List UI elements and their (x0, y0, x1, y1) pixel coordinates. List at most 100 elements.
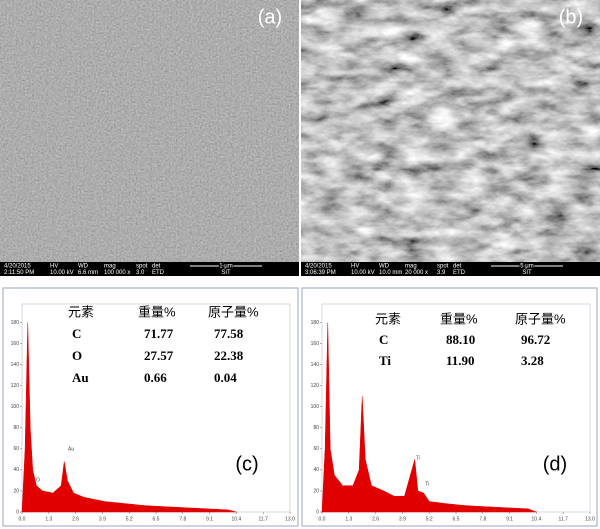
scale-label: 1 μm (219, 264, 232, 270)
spectrum (21, 322, 237, 513)
y-tick-label: 100 (11, 404, 20, 410)
table-header: 原子量% (208, 304, 259, 319)
y-tick-label: 180 (11, 320, 20, 326)
y-tick-label: 60 (313, 446, 319, 452)
x-tick-label: 2.6 (72, 516, 79, 522)
table-cell: 0.66 (144, 370, 167, 385)
info-header: mag (104, 264, 116, 270)
x-tick-label: 6.5 (153, 516, 160, 522)
table-cell: Ti (379, 353, 391, 368)
table-cell: 27.57 (144, 348, 174, 363)
info-org: SIT (522, 270, 532, 276)
table-header: 原子量% (515, 311, 566, 326)
info-value: 20 000 x (405, 270, 428, 276)
info-header: spot (136, 264, 148, 270)
info-bar (0, 262, 299, 276)
info-value: 10.0 mm (379, 270, 402, 276)
x-tick-label: 3.9 (399, 516, 406, 522)
table-cell: O (72, 348, 82, 363)
x-tick-label: 9.1 (206, 516, 213, 522)
table-header: 元素 (68, 304, 94, 319)
y-tick-label: 80 (13, 425, 19, 431)
spectrum (321, 322, 537, 513)
y-tick-label: 40 (313, 467, 319, 473)
x-tick-label: 11.7 (259, 516, 269, 522)
info-header: HV (50, 264, 58, 270)
x-tick-label: 9.1 (506, 516, 513, 522)
info-date: 4/20/2015 (4, 264, 31, 270)
x-tick-label: 5.2 (126, 516, 133, 522)
info-bar (301, 262, 600, 276)
y-tick-label: 80 (313, 425, 319, 431)
table-header: 重量% (440, 311, 478, 326)
y-tick-label: 0 (316, 509, 319, 515)
peak-label: Au (68, 446, 74, 452)
info-date: 4/20/2015 (305, 264, 332, 270)
x-tick-label: 7.8 (479, 516, 486, 522)
y-tick-label: 180 (311, 320, 320, 326)
info-value: ETD (453, 270, 466, 276)
x-tick-label: 5.2 (426, 516, 433, 522)
x-tick-label: 3.9 (99, 516, 106, 522)
table-header: 重量% (138, 304, 176, 319)
scale-label: 5 μm (520, 264, 533, 270)
y-tick-label: 60 (13, 446, 19, 452)
info-time: 3:06:39 PM (305, 270, 336, 276)
y-tick-label: 140 (311, 362, 320, 368)
info-value: ETD (152, 270, 165, 276)
y-tick-label: 40 (13, 467, 19, 473)
x-tick-label: 0.0 (319, 516, 326, 522)
x-tick-label: 13.0 (585, 516, 595, 522)
info-value: 10.00 kV (50, 270, 74, 276)
peak-label: Ti (416, 455, 420, 461)
x-tick-label: 10.4 (532, 516, 542, 522)
y-tick-label: 100 (311, 404, 320, 410)
y-tick-label: 120 (311, 383, 320, 389)
table-cell: 11.90 (446, 353, 475, 368)
sem-image (301, 0, 600, 262)
info-header: WD (379, 264, 390, 270)
y-tick-label: 140 (11, 362, 20, 368)
info-header: WD (78, 264, 89, 270)
x-tick-label: 7.8 (179, 516, 186, 522)
table-cell: 3.28 (521, 353, 544, 368)
eds-panel (2, 287, 299, 527)
table-cell: Au (72, 370, 89, 385)
table-cell: 96.72 (521, 332, 550, 347)
x-tick-label: 1.3 (345, 516, 352, 522)
info-value: 3.0 (136, 270, 145, 276)
info-header: det (453, 264, 462, 270)
info-time: 2:11:50 PM (4, 270, 34, 276)
x-tick-label: 10.4 (232, 516, 242, 522)
table-cell: C (72, 326, 81, 341)
x-tick-label: 2.6 (372, 516, 379, 522)
x-tick-label: 11.7 (559, 516, 569, 522)
table-cell: 22.38 (214, 348, 244, 363)
info-value: 6.6 mm (78, 270, 98, 276)
info-header: spot (437, 264, 449, 270)
info-org: SIT (221, 270, 231, 276)
y-tick-label: 160 (11, 341, 20, 347)
y-tick-label: 20 (313, 488, 319, 494)
panel-label: (b) (559, 6, 583, 28)
x-tick-label: 0.0 (19, 516, 26, 522)
info-value: 10.00 kV (351, 270, 375, 276)
info-header: mag (405, 264, 417, 270)
panel-label: (d) (543, 453, 567, 475)
info-value: 3.9 (437, 270, 446, 276)
peak-label: Ti (425, 481, 429, 487)
y-tick-label: 120 (11, 383, 20, 389)
info-value: 100 000 x (104, 270, 130, 276)
x-tick-label: 13.0 (285, 516, 295, 522)
table-cell: 71.77 (144, 326, 174, 341)
table-header: 元素 (375, 311, 401, 326)
peak-label: O (36, 477, 40, 483)
info-header: HV (351, 264, 359, 270)
y-tick-label: 160 (311, 341, 320, 347)
table-cell: 77.58 (214, 326, 244, 341)
y-tick-label: 20 (13, 488, 19, 494)
x-tick-label: 6.5 (453, 516, 460, 522)
table-cell: C (379, 332, 388, 347)
table-cell: 88.10 (446, 332, 475, 347)
